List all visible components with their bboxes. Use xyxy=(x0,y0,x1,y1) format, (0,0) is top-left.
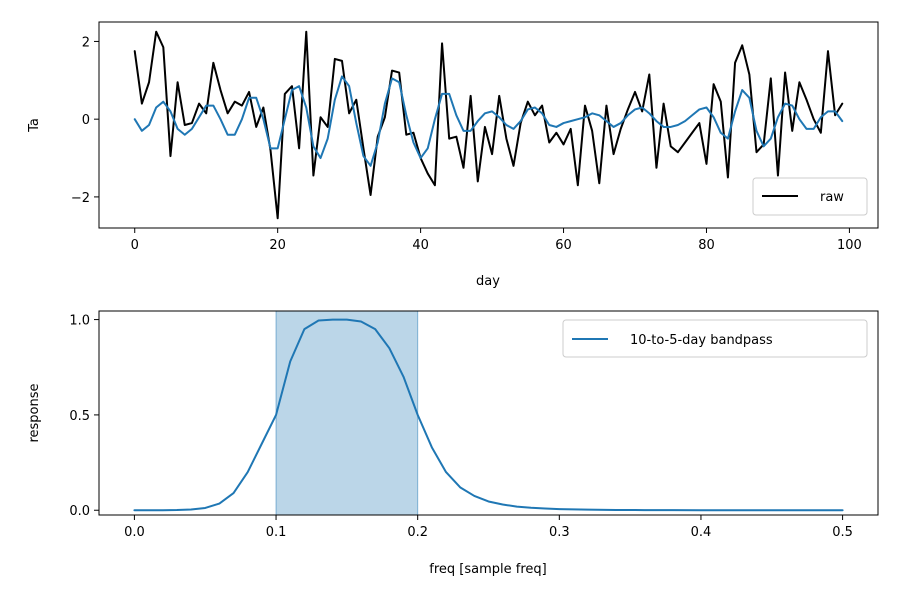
top-y-axis-label: Ta xyxy=(27,118,42,133)
bottom-plot-frame xyxy=(98,310,879,516)
bottom-y-tick-label: 0.0 xyxy=(69,504,90,519)
bottom-x-tick-label: 0.4 xyxy=(691,525,712,540)
top-series-line-10-to-5-day-bandpass xyxy=(133,75,844,167)
top-y-tick-label: 0 xyxy=(82,113,90,128)
top-x-tick-label: 40 xyxy=(412,238,429,253)
top-y-ticks: −2 0 2 xyxy=(71,35,99,206)
bottom-x-ticks: 0.0 0.1 0.2 0.3 0.4 0.5 xyxy=(124,515,853,540)
top-series-lines xyxy=(133,30,844,220)
bottom-x-tick-label: 0.5 xyxy=(832,525,853,540)
top-x-ticks: 0 20 40 60 80 100 xyxy=(131,228,862,253)
bottom-chart-response: 0.0 0.1 0.2 0.3 0.4 0.5 0.0 0.5 1.0 freq [sampl… xyxy=(27,310,879,577)
bottom-x-tick-label: 0.0 xyxy=(124,525,145,540)
top-x-tick-label: 80 xyxy=(698,238,715,253)
passband-shaded-region xyxy=(275,310,419,516)
bottom-x-axis-label: freq [sample freq] xyxy=(429,562,546,577)
bottom-x-tick-label: 0.2 xyxy=(407,525,428,540)
top-x-tick-label: 0 xyxy=(131,238,139,253)
top-y-tick-label: 2 xyxy=(82,35,90,50)
top-x-axis-label: day xyxy=(476,274,500,289)
bottom-legend: 10-to-5-day bandpass xyxy=(562,319,868,358)
top-plot-frame xyxy=(98,21,879,229)
bottom-x-tick-label: 0.3 xyxy=(549,525,570,540)
bottom-y-axis-label: response xyxy=(27,383,42,442)
top-legend-label-raw: raw xyxy=(820,190,844,205)
bottom-x-tick-label: 0.1 xyxy=(266,525,287,540)
bottom-series-lines xyxy=(133,318,844,512)
bottom-y-tick-label: 1.0 xyxy=(69,314,90,329)
top-legend: raw xyxy=(752,177,868,216)
bottom-legend-box xyxy=(562,319,868,358)
top-x-tick-label: 60 xyxy=(555,238,572,253)
bottom-series-line-10-to-5-day-bandpass xyxy=(133,318,844,512)
top-x-tick-label: 20 xyxy=(269,238,286,253)
bottom-y-ticks: 0.0 0.5 1.0 xyxy=(69,314,99,519)
bottom-y-tick-label: 0.5 xyxy=(69,409,90,424)
top-x-tick-label: 100 xyxy=(837,238,862,253)
top-chart-timeseries: 0 20 40 60 80 100 −2 0 2 day Ta raw xyxy=(27,21,879,289)
bottom-legend-label-bandpass: 10-to-5-day bandpass xyxy=(630,333,773,348)
top-y-tick-label: −2 xyxy=(71,191,90,206)
top-legend-box xyxy=(752,177,868,216)
top-series-line-raw xyxy=(133,30,844,220)
